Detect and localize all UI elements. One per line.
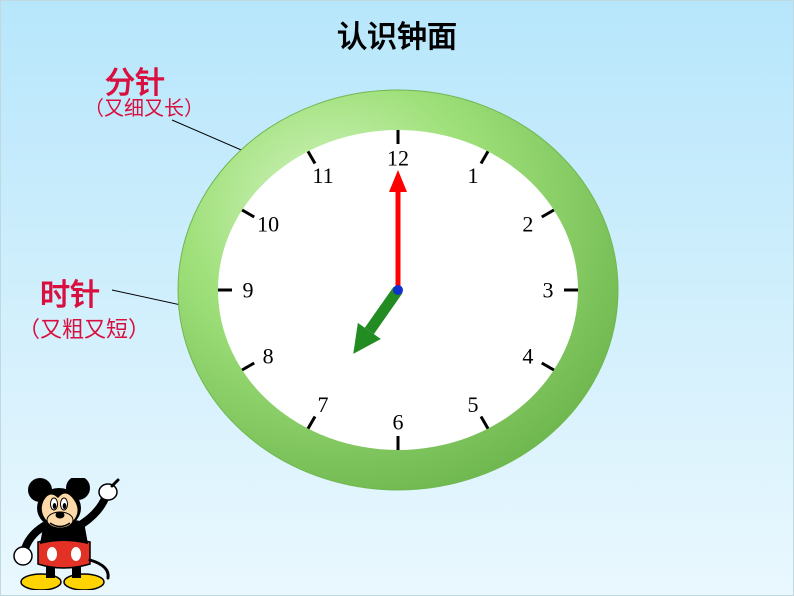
clock-number: 2 xyxy=(522,212,533,237)
clock-number: 6 xyxy=(393,410,404,435)
clock-number: 10 xyxy=(257,212,279,237)
mickey-icon xyxy=(6,478,126,590)
clock-number: 4 xyxy=(522,344,533,369)
clock-number: 7 xyxy=(318,392,329,417)
clock-number: 12 xyxy=(387,146,409,171)
stage: 认识钟面 分针 （又细又长） 时针 （又粗又短） 121234567891011 xyxy=(0,0,794,596)
clock-number: 8 xyxy=(263,344,274,369)
clock-number: 1 xyxy=(468,163,479,188)
clock-number: 3 xyxy=(543,278,554,303)
clock-center xyxy=(393,285,403,295)
clock-number: 9 xyxy=(243,278,254,303)
clock-number: 5 xyxy=(468,392,479,417)
clock-number: 11 xyxy=(312,163,333,188)
